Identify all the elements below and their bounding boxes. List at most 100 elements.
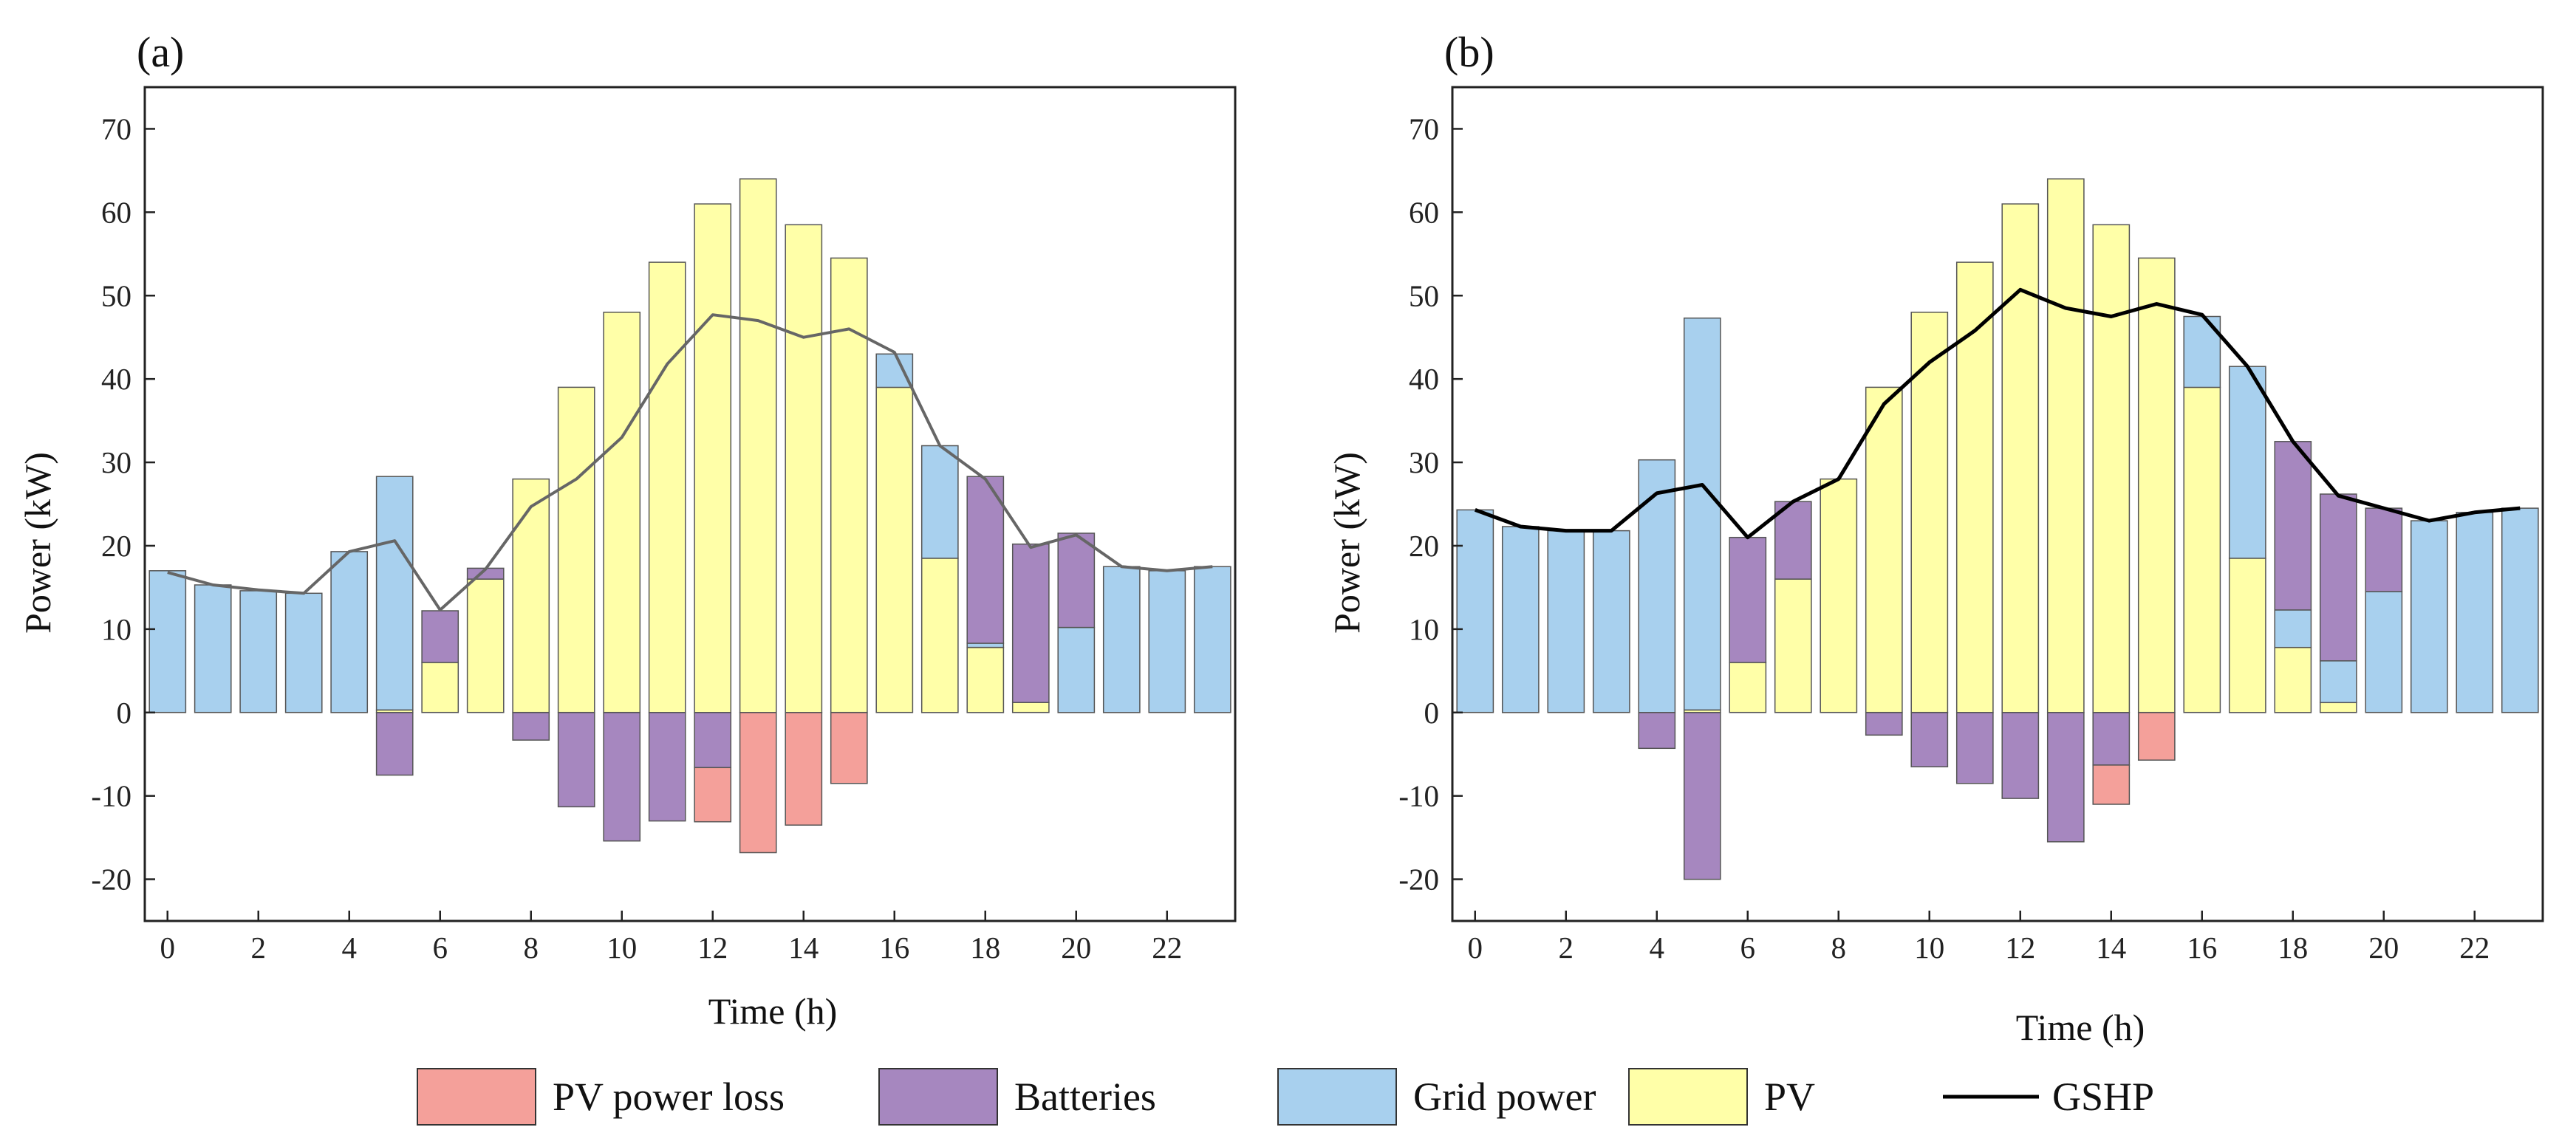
bar-batteries: [648, 712, 686, 822]
x-tick-label: 8: [1831, 931, 1847, 965]
bar-pv: [466, 578, 505, 713]
x-tick-label: 2: [1559, 931, 1574, 965]
bar-pv-loss: [694, 767, 732, 823]
x-tick-label: 6: [1740, 931, 1756, 965]
bar-grid: [1456, 509, 1494, 713]
x-tick-label: 4: [1650, 931, 1665, 965]
bar-pv: [1910, 312, 1949, 713]
legend-swatch: [1277, 1068, 1397, 1126]
bar-pv: [875, 386, 914, 713]
y-tick-label: 70: [1409, 112, 1439, 145]
bar-pv-loss: [739, 712, 777, 854]
x-tick-label: 20: [1061, 931, 1091, 965]
y-tick-label: 10: [1409, 612, 1439, 646]
bar-pv: [648, 261, 686, 713]
bar-pv: [2183, 386, 2221, 713]
bar-grid: [1193, 566, 1231, 713]
x-tick-label: 22: [1152, 931, 1182, 965]
legend-item-batteries: Batteries: [878, 1068, 1156, 1126]
bars: [1456, 178, 2539, 880]
y-tick-label: 50: [101, 278, 131, 312]
bar-batteries: [694, 712, 732, 769]
panel-label: (a): [137, 28, 184, 76]
legend-swatch: [878, 1068, 998, 1126]
legend-label: GSHP: [2052, 1075, 2154, 1119]
x-tick-label: 10: [1914, 931, 1944, 965]
x-tick-label: 18: [970, 931, 1000, 965]
bar-batteries: [1011, 543, 1050, 703]
legend-item-gshp-b: GSHP: [1943, 1075, 2154, 1119]
y-tick-label: 50: [1409, 278, 1439, 312]
bar-batteries: [1638, 712, 1676, 750]
bar-grid: [1102, 566, 1141, 713]
x-tick-label: 20: [2368, 931, 2399, 965]
bar-pv: [2046, 178, 2085, 713]
x-tick-label: 0: [160, 931, 176, 965]
bar-pv: [557, 386, 595, 713]
bars: [148, 178, 1231, 854]
y-tick-label: 30: [1409, 445, 1439, 479]
bar-grid: [148, 570, 187, 713]
bar-pv: [739, 178, 777, 713]
x-axis-title: Time (h): [708, 990, 838, 1032]
x-axis-title: Time (h): [2016, 1007, 2145, 1048]
y-tick-label: 0: [117, 696, 132, 730]
bar-pv: [1011, 702, 1050, 713]
legend-item-grid: Grid power: [1277, 1068, 1596, 1126]
y-tick-label: -10: [1398, 779, 1439, 813]
bar-pv: [2319, 702, 2357, 713]
bar-pv: [512, 478, 550, 713]
y-tick-label: -10: [91, 779, 131, 813]
bar-grid: [2501, 507, 2539, 713]
x-tick-label: 8: [524, 931, 539, 965]
legend-label: Batteries: [1014, 1075, 1156, 1119]
legend-swatch: [1628, 1068, 1748, 1126]
bar-grid: [2456, 512, 2494, 713]
bar-batteries: [603, 712, 641, 842]
bar-batteries: [1683, 712, 1721, 880]
legend-swatch: [417, 1068, 536, 1126]
legend-label: PV power loss: [553, 1075, 785, 1119]
bar-batteries: [421, 610, 459, 663]
bar-grid: [2365, 591, 2403, 713]
bar-grid: [875, 353, 914, 388]
bar-batteries: [2319, 493, 2357, 662]
legend-item-pv-loss: PV power loss: [417, 1068, 785, 1126]
bar-grid: [920, 445, 959, 559]
x-tick-label: 2: [251, 931, 267, 965]
bar-grid: [966, 643, 1005, 648]
y-tick-label: 20: [1409, 529, 1439, 563]
bar-batteries: [1910, 712, 1949, 767]
bar-grid: [1501, 526, 1540, 713]
x-tick-label: 22: [2459, 931, 2490, 965]
bar-batteries: [512, 712, 550, 741]
chart-panel-b: (b) Power (kW) Time (h) -20-100102030405…: [1326, 28, 2544, 1048]
bar-batteries: [1865, 712, 1903, 736]
y-tick-label: 30: [101, 445, 131, 479]
y-axis-title: Power (kW): [1326, 452, 1367, 634]
y-axis-title: Power (kW): [17, 452, 58, 634]
y-tick-label: 60: [101, 195, 131, 229]
bar-pv: [2092, 224, 2131, 713]
chart-panel-a: (a) Power (kW) Time (h) -20-100102030405…: [17, 28, 1237, 1032]
bar-grid: [1683, 317, 1721, 711]
bar-batteries: [2274, 441, 2312, 611]
bar-pv: [920, 558, 959, 713]
bar-batteries: [2046, 712, 2085, 843]
bar-grid: [330, 551, 369, 713]
x-tick-label: 16: [2187, 931, 2217, 965]
legend-label: PV: [1764, 1075, 1815, 1119]
bar-grid: [2410, 520, 2448, 713]
bar-grid: [1592, 530, 1630, 713]
bar-pv: [2274, 646, 2312, 713]
plot-frame: [1451, 86, 2544, 922]
legend-item-pv: PV: [1628, 1068, 1815, 1126]
bar-batteries: [2365, 507, 2403, 592]
bar-batteries: [1774, 501, 1812, 580]
bar-pv: [603, 312, 641, 713]
bar-pv: [2228, 558, 2266, 713]
bar-pv: [1865, 386, 1903, 713]
bar-batteries: [1057, 532, 1096, 628]
bar-batteries: [966, 476, 1005, 644]
